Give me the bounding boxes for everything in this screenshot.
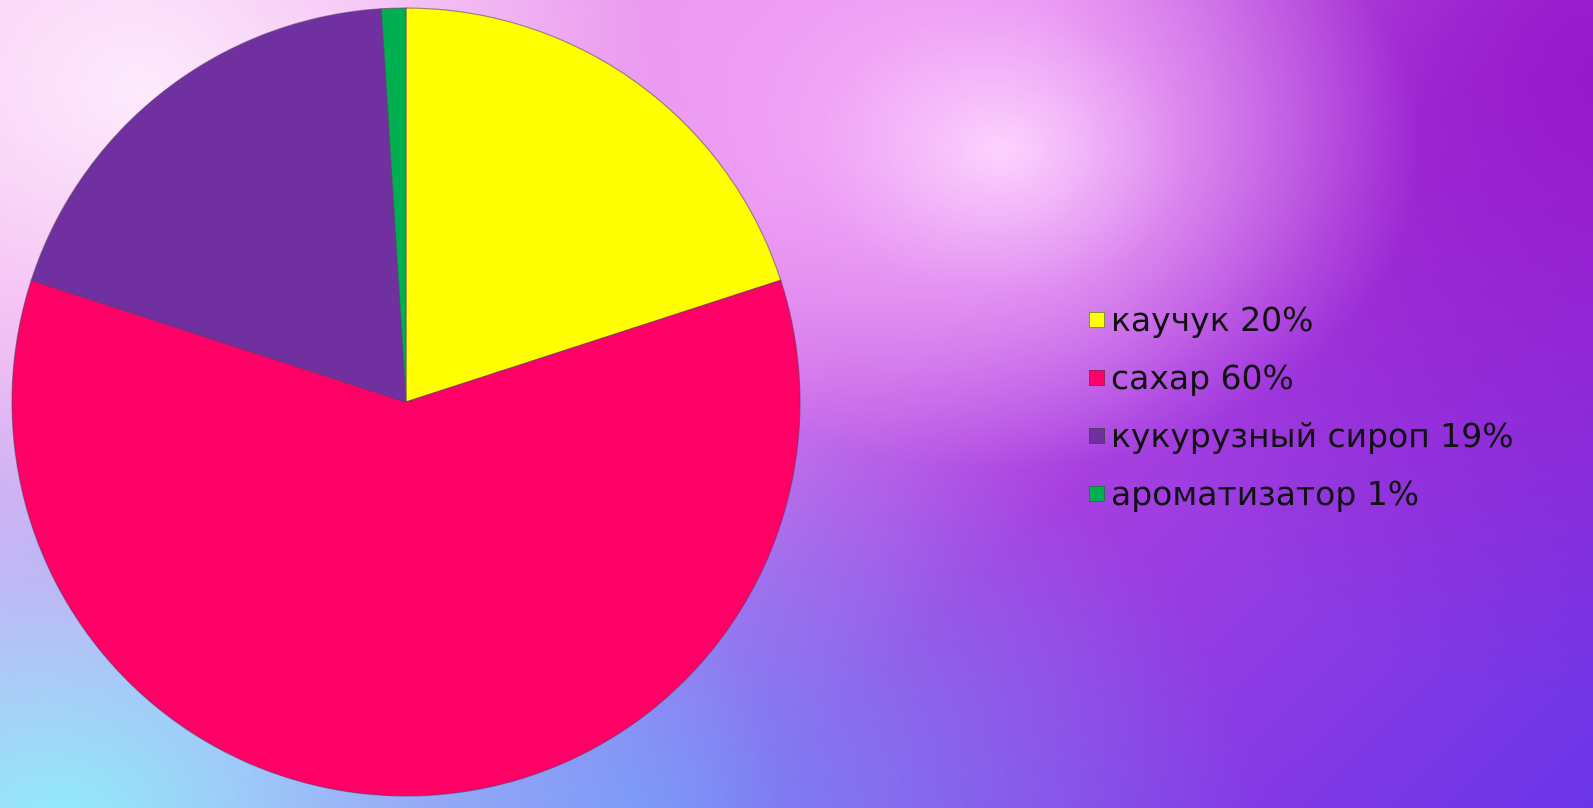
legend-item-aromatizator: ароматизатор 1% bbox=[1089, 474, 1514, 532]
legend-item-kauchuk: каучук 20% bbox=[1089, 300, 1514, 358]
pie-slice-aromatizator bbox=[380, 7, 407, 403]
chart-legend: каучук 20% сахар 60% кукурузный сироп 19… bbox=[1089, 300, 1514, 532]
pie-slice-kukuruzny-sirop bbox=[30, 8, 407, 403]
legend-item-sakhar: сахар 60% bbox=[1089, 358, 1514, 416]
legend-label-aromatizator: ароматизатор 1% bbox=[1111, 474, 1420, 513]
legend-label-kukuruzny-sirop: кукурузный сироп 19% bbox=[1111, 416, 1514, 455]
legend-swatch-kauchuk bbox=[1089, 312, 1105, 328]
pie-slice-sakhar bbox=[11, 279, 801, 797]
legend-swatch-sakhar bbox=[1089, 370, 1105, 386]
legend-item-kukuruzny-sirop: кукурузный сироп 19% bbox=[1089, 416, 1514, 474]
legend-label-sakhar: сахар 60% bbox=[1111, 358, 1294, 397]
legend-label-kauchuk: каучук 20% bbox=[1111, 300, 1314, 339]
legend-swatch-aromatizator bbox=[1089, 486, 1105, 502]
pie-chart bbox=[11, 7, 801, 797]
pie-slice-kauchuk bbox=[405, 7, 782, 403]
legend-swatch-kukuruzny-sirop bbox=[1089, 428, 1105, 444]
